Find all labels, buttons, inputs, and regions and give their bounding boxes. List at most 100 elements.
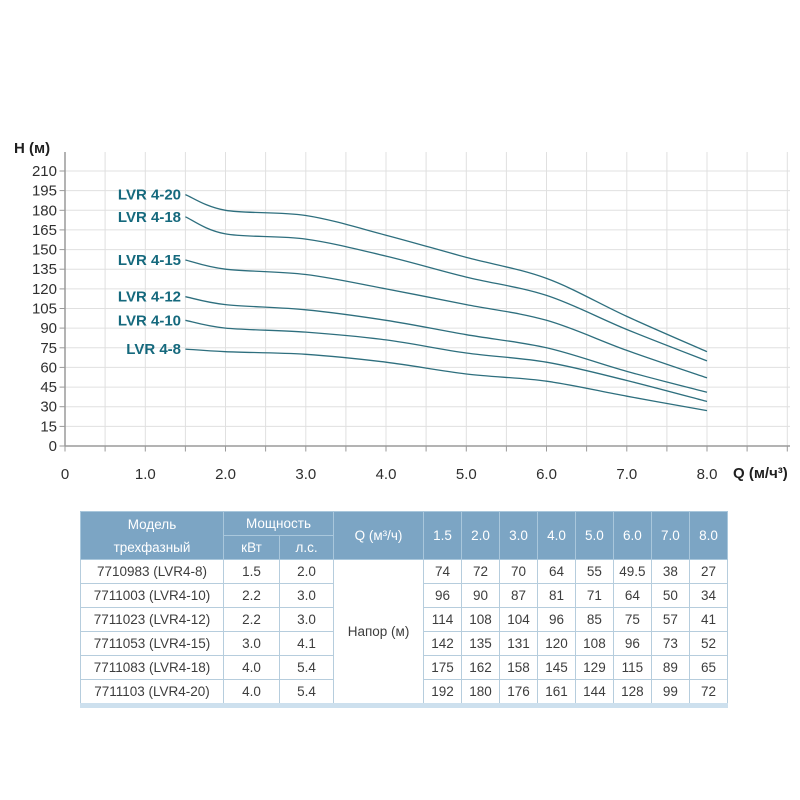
- head-value-cell: 85: [574, 607, 614, 632]
- y-tick-label: 0: [49, 438, 57, 455]
- head-value-cell: 72: [461, 559, 500, 584]
- head-value-cell: 38: [650, 559, 690, 584]
- y-tick-label: 135: [32, 261, 57, 278]
- pump-curves-svg: 0 1.0 2.0 3.0 4.0 5.0 6.0 7.0 8.0 0 15 30 45 60 75 90 10…: [14, 140, 790, 483]
- head-value-cell: 74: [423, 559, 462, 584]
- table-row: 7711023 (LVR4-12) 2.2 3.0 114 108 104 96 85 75 57…: [80, 607, 729, 632]
- y-tick-label: 195: [32, 183, 57, 200]
- hp-cell: 5.4: [278, 655, 335, 680]
- x-tick-label: 4.0: [376, 466, 397, 483]
- head-value-cell: 50: [650, 583, 690, 608]
- flow-header-cell: 2.0: [461, 511, 500, 560]
- head-value-cell: 180: [461, 679, 500, 706]
- curve-lvr-4-20: [185, 193, 708, 353]
- head-value-cell: 158: [498, 655, 538, 680]
- curve-lvr-4-15: [185, 259, 708, 379]
- head-value-cell: 64: [612, 583, 652, 608]
- head-value-cell: 129: [574, 655, 614, 680]
- head-value-cell: 75: [612, 607, 652, 632]
- model-header-line1: Модель: [127, 516, 177, 532]
- curve-label: LVR 4-12: [118, 289, 181, 306]
- model-header-cell: Модель трехфазный: [80, 511, 224, 560]
- flow-header-cell: 6.0: [612, 511, 652, 560]
- kw-cell: 2.2: [223, 607, 280, 632]
- x-tick-label: 2.0: [215, 466, 236, 483]
- y-tick-label: 45: [40, 379, 57, 396]
- head-value-cell: 175: [423, 655, 462, 680]
- x-axis-title: Q (м/ч³): [733, 465, 788, 482]
- head-value-cell: 176: [498, 679, 538, 706]
- head-value-cell: 162: [461, 655, 500, 680]
- table-row: 7711003 (LVR4-10) 2.2 3.0 96 90 87 81 71 64 50 34: [80, 583, 729, 608]
- pump-table-body: 7710983 (LVR4-8) 1.5 2.0 Напор (м) 74 72 70 64 5…: [80, 559, 729, 706]
- y-tick-label: 180: [32, 202, 57, 219]
- y-tick-label: 165: [32, 222, 57, 239]
- pump-spec-table: Модель трехфазный Мощность Q (м³/ч) 1.5 2…: [80, 511, 729, 708]
- model-cell: 7711003 (LVR4-10): [80, 583, 224, 608]
- head-value-cell: 49.5: [612, 559, 652, 584]
- head-value-cell: 87: [498, 583, 538, 608]
- head-value-cell: 72: [688, 679, 729, 706]
- curve-label: LVR 4-15: [118, 252, 181, 269]
- head-value-cell: 144: [574, 679, 614, 706]
- x-tick-label: 1.0: [135, 466, 156, 483]
- head-value-cell: 108: [461, 607, 500, 632]
- head-value-cell: 34: [688, 583, 729, 608]
- x-tick-label: 0: [61, 466, 69, 483]
- head-value-cell: 89: [650, 655, 690, 680]
- y-tick-label: 120: [32, 281, 57, 298]
- model-header-line2: трехфазный: [113, 539, 191, 555]
- model-cell: 7711053 (LVR4-15): [80, 631, 224, 656]
- head-value-cell: 96: [612, 631, 652, 656]
- kw-cell: 4.0: [223, 655, 280, 680]
- curve-label: LVR 4-8: [126, 341, 181, 358]
- head-value-cell: 135: [461, 631, 500, 656]
- head-value-cell: 115: [612, 655, 652, 680]
- head-value-cell: 71: [574, 583, 614, 608]
- kw-cell: 1.5: [223, 559, 280, 584]
- model-cell: 7711103 (LVR4-20): [80, 679, 224, 706]
- head-value-cell: 73: [650, 631, 690, 656]
- x-tick-label: 8.0: [697, 466, 718, 483]
- flow-header-cell: 1.5: [423, 511, 462, 560]
- curves-layer: [185, 193, 708, 412]
- model-cell: 7710983 (LVR4-8): [80, 559, 224, 584]
- flow-header-cell: 4.0: [536, 511, 576, 560]
- flow-header-cell: 8.0: [688, 511, 729, 560]
- pump-curves-chart: 0 1.0 2.0 3.0 4.0 5.0 6.0 7.0 8.0 0 15 30 45 60 75 90 10…: [14, 140, 790, 483]
- q-header-cell: Q (м³/ч): [333, 511, 425, 560]
- axis-layer: 0 1.0 2.0 3.0 4.0 5.0 6.0 7.0 8.0 0 15 30 45 60 75 90 10…: [32, 152, 790, 483]
- table-row: 7711103 (LVR4-20) 4.0 5.4 192 180 176 161 144 12…: [80, 679, 729, 706]
- y-tick-label: 90: [40, 320, 57, 337]
- napor-merged-cell: Напор (м): [333, 559, 425, 706]
- head-value-cell: 145: [536, 655, 576, 680]
- curve-lvr-4-8: [185, 348, 708, 412]
- kw-header-cell: кВт: [223, 535, 280, 560]
- hp-cell: 4.1: [278, 631, 335, 656]
- table-row: 7711053 (LVR4-15) 3.0 4.1 142 135 131 120 108 96…: [80, 631, 729, 656]
- grid-layer: [65, 152, 790, 446]
- head-value-cell: 55: [574, 559, 614, 584]
- head-value-cell: 52: [688, 631, 729, 656]
- y-tick-label: 75: [40, 340, 57, 357]
- curve-lvr-4-10: [185, 319, 708, 403]
- head-value-cell: 131: [498, 631, 538, 656]
- kw-cell: 2.2: [223, 583, 280, 608]
- head-value-cell: 192: [423, 679, 462, 706]
- curve-lvr-4-12: [185, 296, 708, 393]
- y-tick-label: 210: [32, 163, 57, 180]
- head-value-cell: 70: [498, 559, 538, 584]
- hp-cell: 3.0: [278, 583, 335, 608]
- x-tick-label: 3.0: [295, 466, 316, 483]
- hp-cell: 2.0: [278, 559, 335, 584]
- head-value-cell: 81: [536, 583, 576, 608]
- x-tick-label: 5.0: [456, 466, 477, 483]
- hp-cell: 5.4: [278, 679, 335, 706]
- table-header: Модель трехфазный Мощность Q (м³/ч) 1.5 2…: [80, 511, 729, 560]
- curve-lvr-4-18: [185, 216, 708, 362]
- head-value-cell: 27: [688, 559, 729, 584]
- labels-layer: LVR 4-8 LVR 4-10 LVR 4-12 LVR 4-15 LVR 4-18 L…: [118, 187, 181, 359]
- head-value-cell: 142: [423, 631, 462, 656]
- head-value-cell: 57: [650, 607, 690, 632]
- pump-spec-table-wrap: Модель трехфазный Мощность Q (м³/ч) 1.5 2…: [80, 511, 729, 708]
